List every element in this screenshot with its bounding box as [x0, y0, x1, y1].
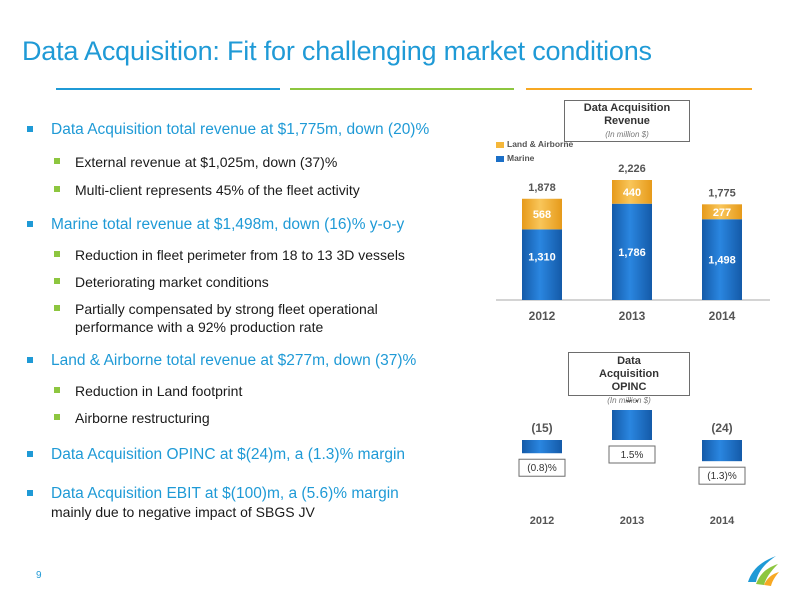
revenue-chart-title: Data Acquisition Revenue	[583, 102, 671, 127]
sub-bullet-text: External revenue at $1,025m, down (37)%	[75, 154, 338, 170]
bullet-text: Data Acquisition total revenue at $1,775…	[51, 121, 430, 138]
page-title: Data Acquisition: Fit for challenging ma…	[22, 36, 652, 66]
sub-bullet-item: Reduction in Land footprint	[24, 382, 242, 400]
legend-swatch-land	[496, 141, 504, 148]
bar-marine	[612, 203, 652, 300]
sub-bullet-item: Deteriorating market conditions	[24, 273, 269, 291]
sub-bullet-marker	[54, 387, 60, 393]
data-label-marine: 1,786	[618, 247, 646, 259]
revenue-chart-subtitle: (In million $)	[605, 130, 649, 139]
sub-bullet-marker	[54, 278, 60, 284]
data-label-total: 2,226	[618, 163, 646, 175]
margin-box	[518, 458, 566, 477]
bullet-note: mainly due to negative impact of SBGS JV	[51, 504, 315, 520]
data-label-opinc: (15)	[531, 421, 552, 435]
opinc-chart-title: Data Acquisition OPINC	[599, 355, 659, 393]
sub-bullet-marker	[54, 305, 60, 311]
sub-bullet-text: Partially compensated by strong fleet op…	[75, 301, 378, 335]
bar-marine	[522, 229, 562, 300]
x-tick-label: 2014	[709, 309, 736, 323]
bullet-marker	[27, 221, 33, 227]
bullet-item: Data Acquisition OPINC at $(24)m, a (1.3…	[24, 445, 405, 464]
title-rule-blue	[56, 88, 280, 90]
data-label-total: 1,878	[528, 182, 556, 194]
x-tick-label: 2013	[619, 309, 646, 323]
bar-opinc	[702, 440, 742, 462]
data-label-marine: 1,310	[528, 252, 556, 264]
data-label-opinc: (24)	[711, 421, 732, 435]
data-label-total: 1,775	[708, 187, 736, 199]
bar-marine	[702, 219, 742, 300]
bullet-item: Data Acquisition total revenue at $1,775…	[24, 120, 429, 139]
sub-bullet-marker	[54, 251, 60, 257]
bar-opinc	[612, 410, 652, 440]
data-label-land-airborne: 568	[533, 209, 551, 221]
sub-bullet-marker	[54, 186, 60, 192]
bullet-text: Data Acquisition EBIT at $(100)m, a (5.6…	[51, 485, 399, 502]
page-number: 9	[36, 570, 42, 581]
margin-box	[608, 445, 656, 464]
opinc-chart-title-box: Data Acquisition OPINC (In million $)	[568, 352, 690, 405]
bullet-marker	[27, 490, 33, 496]
bar-opinc	[522, 440, 562, 454]
opinc-chart-subtitle: (In million $)	[607, 396, 651, 405]
sub-bullet-text: Multi-client represents 45% of the fleet…	[75, 182, 360, 198]
margin-label: 1.5%	[621, 450, 644, 461]
bullet-text: Marine total revenue at $1,498m, down (1…	[51, 216, 405, 233]
x-tick-label: 2013	[620, 515, 644, 527]
sub-bullet-text: Deteriorating market conditions	[75, 274, 269, 290]
bar-land-airborne	[612, 180, 652, 204]
title-rule-green	[290, 88, 514, 90]
opinc-chart: (15) (0.8)% 2012 34 1.5% 2013 (24) (1.3)% 2014	[518, 400, 746, 527]
legend-label-marine: Marine	[507, 153, 535, 163]
bullet-text: Land & Airborne total revenue at $277m, …	[51, 352, 417, 369]
x-tick-label: 2014	[710, 515, 735, 527]
sub-bullet-item: Partially compensated by strong fleet op…	[24, 300, 415, 336]
revenue-legend-marine: Marine	[496, 153, 534, 163]
x-tick-label: 2012	[530, 515, 554, 527]
bar-land-airborne	[522, 198, 562, 230]
sub-bullet-marker	[54, 158, 60, 164]
bullet-marker	[27, 126, 33, 132]
margin-label: (0.8)%	[527, 463, 557, 474]
bullet-item: Marine total revenue at $1,498m, down (1…	[24, 215, 404, 234]
data-label-marine: 1,498	[708, 255, 736, 267]
bullet-marker	[27, 357, 33, 363]
revenue-chart: 1,310 568 1,878 2012 1,786 440 2,226 2013 1,498 2…	[496, 163, 770, 323]
sub-bullet-item: Multi-client represents 45% of the fleet…	[24, 181, 360, 199]
revenue-chart-title-box: Data Acquisition Revenue (In million $)	[564, 100, 690, 142]
sub-bullet-text: Reduction in fleet perimeter from 18 to …	[75, 247, 405, 263]
company-logo	[748, 556, 779, 586]
legend-swatch-marine	[496, 155, 504, 162]
x-tick-label: 2012	[529, 309, 556, 323]
bar-land-airborne	[702, 204, 742, 220]
data-label-land-airborne: 277	[713, 207, 731, 219]
legend-label-land: Land & Airborne	[507, 139, 574, 149]
margin-label: (1.3)%	[707, 471, 737, 482]
bullet-item: Data Acquisition EBIT at $(100)m, a (5.6…	[24, 484, 399, 522]
sub-bullet-item: Reduction in fleet perimeter from 18 to …	[24, 246, 405, 264]
title-rule-orange	[526, 88, 752, 90]
data-label-opinc: 34	[625, 400, 639, 405]
sub-bullet-item: Airborne restructuring	[24, 409, 210, 427]
data-label-land-airborne: 440	[623, 187, 641, 199]
revenue-legend-land: Land & Airborne	[496, 139, 573, 149]
sub-bullet-text: Reduction in Land footprint	[75, 383, 243, 399]
bullet-item: Land & Airborne total revenue at $277m, …	[24, 351, 416, 370]
sub-bullet-marker	[54, 414, 60, 420]
sub-bullet-text: Airborne restructuring	[75, 410, 210, 426]
bullet-marker	[27, 451, 33, 457]
sub-bullet-item: External revenue at $1,025m, down (37)%	[24, 153, 337, 171]
bullet-text: Data Acquisition OPINC at $(24)m, a (1.3…	[51, 446, 406, 463]
margin-box	[698, 466, 746, 485]
